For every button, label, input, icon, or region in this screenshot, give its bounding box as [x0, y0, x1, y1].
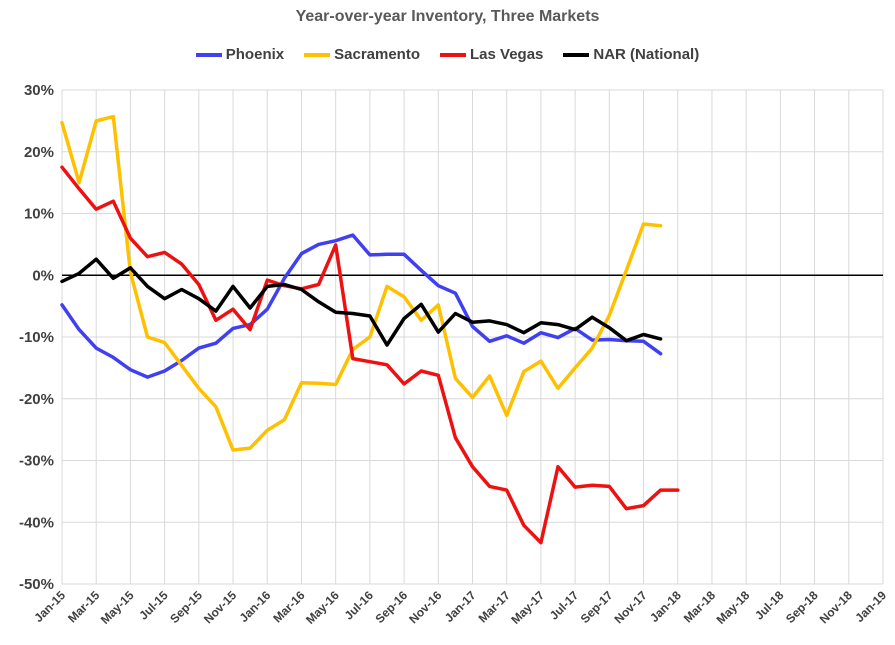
- x-tick-label: Jan-19: [852, 588, 889, 625]
- legend-swatch: [440, 52, 466, 57]
- series-line-sacramento: [60, 114, 663, 452]
- x-tick-label: Jul-16: [342, 588, 377, 623]
- x-tick-label: Nov-17: [611, 588, 649, 626]
- x-tick-label: Jul-17: [547, 588, 582, 623]
- x-tick-label: Sep-16: [372, 588, 410, 626]
- x-tick-label: Jul-18: [752, 588, 787, 623]
- y-tick-label: 30%: [24, 82, 54, 99]
- legend-swatch: [563, 52, 590, 57]
- y-tick-label: -10%: [19, 329, 54, 346]
- legend-item-las-vegas: Las Vegas: [440, 46, 543, 63]
- x-tick-label: Jul-15: [136, 588, 171, 623]
- x-tick-label: Jan-16: [237, 588, 274, 625]
- legend-item-nar-national: NAR (National): [563, 46, 699, 63]
- x-tick-label: Mar-15: [65, 588, 102, 625]
- legend-item-phoenix: Phoenix: [195, 46, 285, 63]
- x-tick-label: Sep-18: [783, 588, 821, 626]
- legend-label: NAR (National): [593, 46, 700, 63]
- y-tick-label: 10%: [24, 206, 54, 223]
- y-tick-label: 0%: [32, 267, 54, 284]
- x-tick-label: Nov-16: [406, 588, 444, 626]
- x-tick-label: May-15: [98, 588, 137, 627]
- legend: Phoenix Sacramento Las Vegas NAR (National): [0, 46, 895, 63]
- x-tick-label: Mar-17: [476, 588, 513, 625]
- x-tick-label: Sep-17: [578, 588, 616, 626]
- x-tick-label: Jan-15: [31, 588, 68, 625]
- x-tick-label: Sep-15: [167, 588, 205, 626]
- series-line-phoenix: [60, 233, 663, 379]
- x-tick-label: May-16: [303, 588, 342, 627]
- legend-swatch: [195, 52, 222, 57]
- x-tick-label: Jan-18: [647, 588, 684, 625]
- x-tick-label: Jan-17: [442, 588, 479, 625]
- x-tick-label: May-17: [508, 588, 547, 627]
- y-tick-label: -50%: [19, 576, 54, 593]
- x-tick-label: May-18: [714, 588, 753, 627]
- chart-title: Year-over-year Inventory, Three Markets: [295, 8, 600, 25]
- series-line-las-vegas: [60, 165, 680, 545]
- legend-swatch: [304, 52, 331, 57]
- y-tick-label: -40%: [19, 514, 54, 531]
- y-tick-label: -30%: [19, 453, 54, 470]
- x-tick-label: Nov-15: [201, 588, 239, 626]
- legend-label: Phoenix: [225, 46, 285, 63]
- legend-label: Las Vegas: [470, 46, 544, 63]
- x-tick-label: Nov-18: [817, 588, 855, 626]
- series-line-nar-national: [60, 257, 663, 347]
- y-tick-label: -20%: [19, 391, 54, 408]
- x-tick-label: Mar-18: [681, 588, 718, 625]
- legend-item-sacramento: Sacramento: [304, 46, 420, 63]
- x-tick-label: Mar-16: [270, 588, 307, 625]
- legend-label: Sacramento: [334, 46, 420, 63]
- y-tick-label: 20%: [24, 144, 54, 161]
